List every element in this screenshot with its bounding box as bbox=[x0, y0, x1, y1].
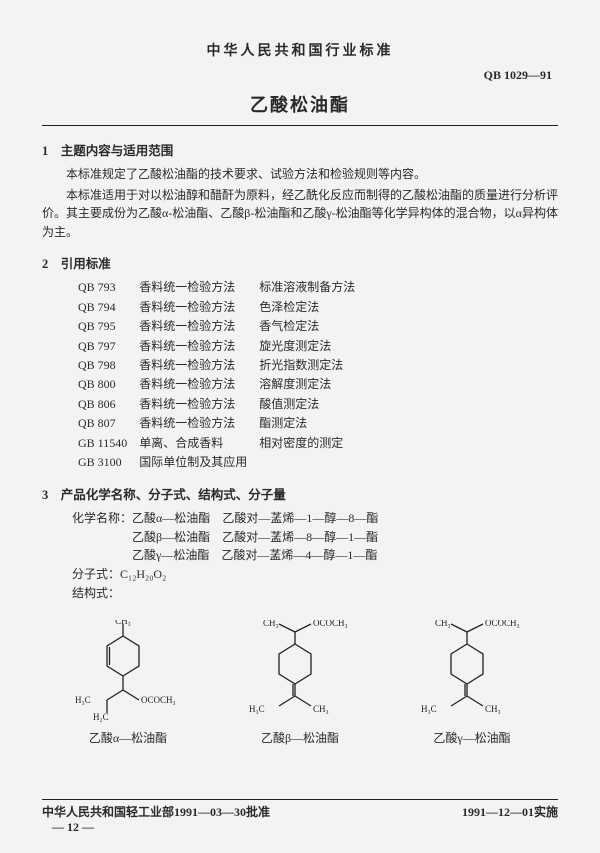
svg-text:CH₃: CH₃ bbox=[263, 620, 279, 628]
section-2-head: 2 引用标准 bbox=[42, 253, 558, 272]
title-rule bbox=[42, 125, 558, 126]
structure-label: 结构式： bbox=[72, 584, 558, 603]
reference-row: QB 793香料统一检验方法标准溶液制备方法 bbox=[72, 278, 361, 297]
svg-text:H₂C: H₂C bbox=[93, 712, 109, 722]
page-number: — 12 — bbox=[52, 820, 270, 835]
reference-row: GB 11540单离、合成香料相对密度的测定 bbox=[72, 434, 361, 453]
reference-row: QB 807香料统一检验方法酯测定法 bbox=[72, 414, 361, 433]
chem-label: 化学名称： bbox=[72, 511, 132, 525]
svg-text:H₃C: H₃C bbox=[421, 704, 437, 714]
svg-text:CH₃: CH₃ bbox=[115, 620, 131, 626]
structure-beta: CH₃ OCOCH₃ H₃C CH₃ 乙酸β—松油酯 bbox=[245, 620, 355, 746]
section-1-p1: 本标准规定了乙酸松油酯的技术要求、试验方法和检验规则等内容。 bbox=[42, 165, 558, 184]
reference-row: QB 806香料统一检验方法酸值测定法 bbox=[72, 395, 361, 414]
footer-right: 1991—12—01实施 bbox=[462, 803, 558, 835]
svg-text:CH₃: CH₃ bbox=[313, 704, 329, 714]
chem-names: 化学名称：乙酸α—松油酯 乙酸对—䓝烯—1—醇—8—酯 化学名称：乙酸β—松油酯… bbox=[72, 509, 558, 565]
reference-row: QB 794香料统一检验方法色泽检定法 bbox=[72, 298, 361, 317]
structure-alpha-label: 乙酸α—松油酯 bbox=[73, 729, 183, 746]
header-org: 中华人民共和国行业标准 bbox=[42, 40, 558, 60]
structure-alpha: CH₃ H₃C OCOCH₃ H₂C 乙酸α—松油酯 bbox=[73, 620, 183, 746]
section-1-p2: 本标准适用于对以松油醇和醋酐为原料，经乙酰化反应而制得的乙酸松油酯的质量进行分析… bbox=[42, 186, 558, 242]
section-3-head: 3 产品化学名称、分子式、结构式、分子量 bbox=[42, 484, 558, 503]
svg-text:CH₃: CH₃ bbox=[485, 704, 501, 714]
references-table: QB 793香料统一检验方法标准溶液制备方法QB 794香料统一检验方法色泽检定… bbox=[72, 278, 361, 472]
reference-row: QB 798香料统一检验方法折光指数测定法 bbox=[72, 356, 361, 375]
standard-code: QB 1029—91 bbox=[42, 68, 552, 83]
svg-text:OCOCH₃: OCOCH₃ bbox=[141, 695, 176, 705]
reference-row: QB 795香料统一检验方法香气检定法 bbox=[72, 317, 361, 336]
svg-text:OCOCH₃: OCOCH₃ bbox=[313, 620, 348, 628]
reference-row: QB 800香料统一检验方法溶解度测定法 bbox=[72, 375, 361, 394]
svg-text:H₃C: H₃C bbox=[75, 695, 91, 705]
section-1-head: 1 主题内容与适用范围 bbox=[42, 140, 558, 159]
footer-left: 中华人民共和国轻工业部1991—03—30批准 bbox=[42, 803, 270, 820]
svg-text:OCOCH₃: OCOCH₃ bbox=[485, 620, 520, 628]
molecular-formula: 分子式：C₁₂H₂₀O₂ bbox=[72, 565, 558, 584]
structure-beta-label: 乙酸β—松油酯 bbox=[245, 729, 355, 746]
footer: 中华人民共和国轻工业部1991—03—30批准 — 12 — 1991—12—0… bbox=[42, 799, 558, 835]
svg-text:H₃C: H₃C bbox=[249, 704, 265, 714]
document-title: 乙酸松油酯 bbox=[42, 91, 558, 117]
structure-gamma: CH₃ OCOCH₃ H₃C CH₃ 乙酸γ—松油酯 bbox=[417, 620, 527, 746]
svg-text:CH₃: CH₃ bbox=[435, 620, 451, 628]
reference-row: QB 797香料统一检验方法旋光度测定法 bbox=[72, 337, 361, 356]
reference-row: GB 3100国际单位制及其应用 bbox=[72, 453, 361, 472]
structures-row: CH₃ H₃C OCOCH₃ H₂C 乙酸α—松油酯 CH₃ OCOCH₃ H₃… bbox=[42, 620, 558, 746]
structure-gamma-label: 乙酸γ—松油酯 bbox=[417, 729, 527, 746]
